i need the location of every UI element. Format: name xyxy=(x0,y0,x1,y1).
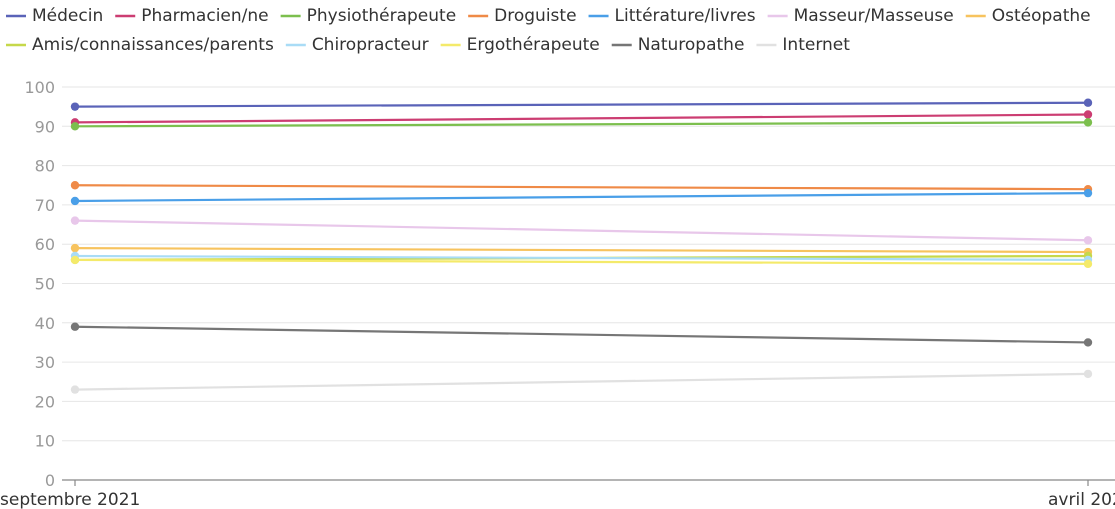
legend-label: Chiropracteur xyxy=(312,35,429,55)
data-point[interactable] xyxy=(1083,98,1093,107)
series-line xyxy=(74,101,1089,108)
data-point[interactable] xyxy=(1083,110,1093,119)
legend-label: Naturopathe xyxy=(638,35,745,55)
series-line xyxy=(74,219,1089,242)
data-point[interactable] xyxy=(70,255,80,265)
legend-item-litterature-livres[interactable]: Littérature/livres xyxy=(588,6,756,26)
series-line xyxy=(74,372,1089,391)
legend-item-ergotherapeute[interactable]: Ergothérapeute xyxy=(440,35,600,55)
x-axis: septembre 2021 avril 2022 xyxy=(0,479,1115,509)
legend-item-masseur-masseuse[interactable]: Masseur/Masseuse xyxy=(767,6,954,26)
series-medecin xyxy=(70,98,1093,111)
legend: Médecin Pharmacien/ne Physiothérapeute Drog… xyxy=(6,6,1091,55)
series-physiotherapeute xyxy=(70,118,1093,131)
data-point[interactable] xyxy=(70,196,80,206)
data-point[interactable] xyxy=(70,243,80,253)
data-point[interactable] xyxy=(1083,188,1093,198)
series-group xyxy=(70,98,1093,394)
series-osteopathe xyxy=(70,243,1093,257)
data-point[interactable] xyxy=(70,181,80,190)
legend-label: Masseur/Masseuse xyxy=(794,6,954,26)
legend-item-pharmacien-ne[interactable]: Pharmacien/ne xyxy=(115,6,269,26)
series-line xyxy=(74,254,1089,262)
legend-label: Physiothérapeute xyxy=(307,6,457,26)
series-line xyxy=(74,192,1089,203)
data-point[interactable] xyxy=(70,216,80,225)
legend-item-amis-connaissances-parents[interactable]: Amis/connaissances/parents xyxy=(6,35,274,55)
legend-label: Littérature/livres xyxy=(615,6,756,26)
data-point[interactable] xyxy=(1083,338,1093,347)
y-tick-label: 40 xyxy=(35,314,55,333)
legend-item-internet[interactable]: Internet xyxy=(756,35,850,55)
legend-label: Amis/connaissances/parents xyxy=(32,35,274,55)
legend-item-osteopathe[interactable]: Ostéopathe xyxy=(965,6,1091,26)
data-point[interactable] xyxy=(70,385,80,394)
legend-label: Médecin xyxy=(32,6,103,26)
x-tick-label: avril 2022 xyxy=(1048,490,1115,509)
y-tick-label: 90 xyxy=(35,117,55,136)
legend-item-physiotherapeute[interactable]: Physiothérapeute xyxy=(280,6,457,26)
y-tick-label: 10 xyxy=(35,432,55,451)
series-line xyxy=(74,184,1089,191)
y-tick-label: 20 xyxy=(35,392,55,411)
data-point[interactable] xyxy=(1083,236,1093,245)
y-axis: 0 10 20 30 40 50 60 70 80 90 100 xyxy=(24,78,55,490)
y-tick-label: 50 xyxy=(35,275,55,294)
y-tick-label: 60 xyxy=(35,235,55,254)
data-point[interactable] xyxy=(1083,259,1093,269)
y-tick-label: 80 xyxy=(35,157,55,176)
y-tick-label: 70 xyxy=(35,196,55,215)
legend-item-chiropracteur[interactable]: Chiropracteur xyxy=(285,35,429,55)
series-line xyxy=(74,247,1089,254)
legend-label: Pharmacien/ne xyxy=(141,6,268,26)
series-ergotherapeute xyxy=(70,255,1093,269)
series-line xyxy=(74,113,1089,124)
data-point[interactable] xyxy=(70,102,80,111)
series-line xyxy=(74,121,1089,128)
y-tick-label: 0 xyxy=(45,471,55,490)
data-point[interactable] xyxy=(1083,118,1093,127)
legend-label: Ergothérapeute xyxy=(467,35,600,55)
y-tick-label: 30 xyxy=(35,353,55,372)
data-point[interactable] xyxy=(70,322,80,331)
y-tick-label: 100 xyxy=(24,78,55,97)
x-tick-label: septembre 2021 xyxy=(0,490,140,509)
series-line xyxy=(74,258,1089,265)
series-naturopathe xyxy=(70,322,1093,347)
legend-label: Droguiste xyxy=(494,6,576,26)
series-line xyxy=(74,325,1089,344)
legend-item-droguiste[interactable]: Droguiste xyxy=(468,6,577,26)
data-point[interactable] xyxy=(1083,369,1093,379)
legend-item-medecin[interactable]: Médecin xyxy=(6,6,103,26)
series-litterature-livres xyxy=(70,188,1093,206)
series-internet xyxy=(70,369,1093,394)
series-droguiste xyxy=(70,181,1093,194)
legend-item-naturopathe[interactable]: Naturopathe xyxy=(611,35,745,55)
data-point[interactable] xyxy=(70,122,80,131)
series-masseur-masseuse xyxy=(70,216,1093,245)
legend-label: Internet xyxy=(782,35,850,55)
legend-label: Ostéopathe xyxy=(992,6,1091,26)
